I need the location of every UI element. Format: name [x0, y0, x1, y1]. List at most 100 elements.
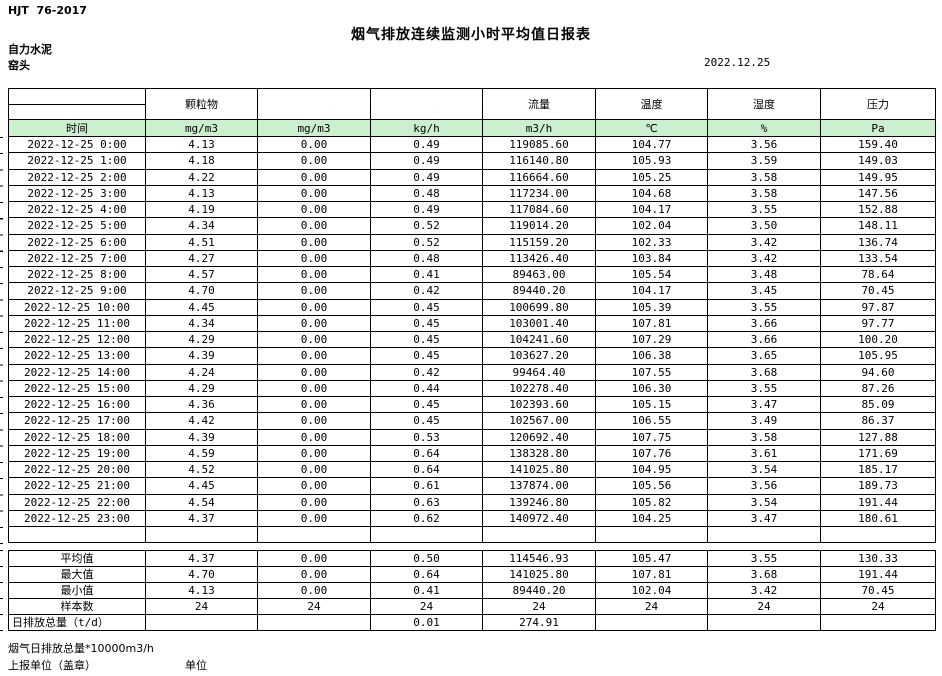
value-cell: 3.56 [707, 135, 821, 154]
value-cell: 3.50 [707, 217, 821, 235]
value-cell: 0.00 [257, 477, 371, 495]
value-cell: 0.45 [370, 412, 483, 430]
col-header-temperature: 温度 [595, 88, 708, 120]
value-cell: 0.00 [257, 298, 371, 316]
value-cell: 119085.60 [482, 135, 596, 154]
value-cell: 105.54 [595, 265, 708, 284]
row-label-cell: 2022-12-25 1:00 [8, 152, 146, 170]
value-cell: 138328.80 [482, 444, 596, 463]
value-cell: 3.66 [707, 330, 821, 349]
value-cell: 4.13 [145, 582, 258, 599]
table-row: 2022-12-25 21:00 4.45 0.00 0.61 137874.00 105… [8, 477, 936, 495]
value-cell: 0.00 [257, 282, 371, 300]
value-cell: 104.17 [595, 200, 708, 219]
row-label-cell: 2022-12-25 20:00 [8, 460, 146, 479]
value-cell: 24 [370, 598, 483, 615]
value-cell: 3.55 [707, 550, 821, 567]
value-cell: 191.44 [820, 493, 936, 511]
value-cell: 4.34 [145, 217, 258, 235]
value-cell: 3.47 [707, 395, 821, 414]
value-cell: 24 [595, 598, 708, 615]
value-cell: 0.44 [370, 379, 483, 398]
value-cell: 4.34 [145, 314, 258, 333]
value-cell: 0.00 [257, 233, 371, 251]
row-label-cell: 日排放总量（t/d） [8, 614, 146, 631]
value-cell: 117234.00 [482, 184, 596, 203]
footnote-reporting-unit: 上报单位（盖章） [8, 659, 96, 672]
value-cell: 136.74 [820, 233, 936, 251]
empty-cell [8, 525, 146, 544]
value-cell: 3.48 [707, 265, 821, 284]
unit-pressure: Pa [820, 119, 936, 137]
value-cell: 24 [482, 598, 596, 615]
value-cell: 0.64 [370, 444, 483, 463]
value-cell: 0.00 [257, 217, 371, 235]
table-row: 2022-12-25 13:00 4.39 0.00 0.45 103627.20 106… [8, 347, 936, 365]
value-cell: 107.81 [595, 566, 708, 583]
value-cell: 117084.60 [482, 200, 596, 219]
unit-kgh: kg/h [370, 119, 483, 137]
table-row: 2022-12-25 0:00 4.13 0.00 0.49 119085.60 104.… [8, 135, 936, 154]
value-cell: 105.39 [595, 298, 708, 316]
unit-blank-col: mg/m3 [257, 119, 371, 137]
table-row: 2022-12-25 10:00 4.45 0.00 0.45 100699.80 105… [8, 298, 936, 316]
doc-standard-code: HJT 76-2017 [8, 4, 87, 17]
value-cell: 4.29 [145, 379, 258, 398]
value-cell: 171.69 [820, 444, 936, 463]
value-cell: 147.56 [820, 184, 936, 203]
value-cell: 3.42 [707, 233, 821, 251]
table-row: 2022-12-25 14:00 4.24 0.00 0.42 99464.40 107.… [8, 363, 936, 381]
value-cell: 0.00 [257, 566, 371, 583]
value-cell: 4.22 [145, 168, 258, 186]
value-cell: 102278.40 [482, 379, 596, 398]
monitoring-data-table: 颗粒物 流量 温度 湿度 压力 时间 mg/m3 mg/m3 kg/h m3/h… [8, 88, 936, 544]
value-cell: 4.18 [145, 152, 258, 170]
value-cell: 3.58 [707, 168, 821, 186]
row-label-cell: 2022-12-25 23:00 [8, 509, 146, 528]
row-label-cell: 2022-12-25 12:00 [8, 330, 146, 349]
row-label-cell: 2022-12-25 17:00 [8, 412, 146, 430]
col-header-blank-1 [257, 88, 371, 120]
group-header-row: 颗粒物 流量 温度 湿度 压力 [8, 88, 936, 120]
table-row: 2022-12-25 11:00 4.34 0.00 0.45 103001.40 107… [8, 314, 936, 333]
row-label-cell: 2022-12-25 9:00 [8, 282, 146, 300]
value-cell: 149.95 [820, 168, 936, 186]
value-cell: 104.68 [595, 184, 708, 203]
value-cell: 3.49 [707, 412, 821, 430]
value-cell: 102567.00 [482, 412, 596, 430]
value-cell: 107.29 [595, 330, 708, 349]
row-label-cell: 2022-12-25 19:00 [8, 444, 146, 463]
value-cell: 105.56 [595, 477, 708, 495]
value-cell: 103627.20 [482, 347, 596, 365]
value-cell: 99464.40 [482, 363, 596, 381]
row-label-cell: 2022-12-25 14:00 [8, 363, 146, 381]
value-cell: 0.42 [370, 282, 483, 300]
row-label-cell: 2022-12-25 7:00 [8, 249, 146, 268]
value-cell: 105.15 [595, 395, 708, 414]
row-label-cell: 2022-12-25 2:00 [8, 168, 146, 186]
value-cell: 105.82 [595, 493, 708, 511]
value-cell: 119014.20 [482, 217, 596, 235]
value-cell: 3.66 [707, 314, 821, 333]
value-cell: 85.09 [820, 395, 936, 414]
value-cell: 4.51 [145, 233, 258, 251]
value-cell: 0.00 [257, 395, 371, 414]
value-cell: 0.00 [257, 168, 371, 186]
value-cell: 0.00 [257, 265, 371, 284]
value-cell: 0.41 [370, 582, 483, 599]
value-cell: 0.64 [370, 566, 483, 583]
left-edge-tick-marks-summary [0, 550, 3, 631]
value-cell: 97.77 [820, 314, 936, 333]
value-cell: 0.00 [257, 493, 371, 511]
value-cell: 3.42 [707, 582, 821, 599]
table-row: 2022-12-25 3:00 4.13 0.00 0.48 117234.00 104.… [8, 184, 936, 203]
unit-header-row: 时间 mg/m3 mg/m3 kg/h m3/h ℃ % Pa [8, 119, 936, 137]
unit-humidity: % [707, 119, 821, 137]
table-row: 2022-12-25 9:00 4.70 0.00 0.42 89440.20 104.1… [8, 282, 936, 300]
value-cell [257, 614, 371, 631]
value-cell: 0.45 [370, 314, 483, 333]
value-cell: 104241.60 [482, 330, 596, 349]
value-cell: 4.59 [145, 444, 258, 463]
col-header-humidity: 湿度 [707, 88, 821, 120]
value-cell: 4.37 [145, 509, 258, 528]
